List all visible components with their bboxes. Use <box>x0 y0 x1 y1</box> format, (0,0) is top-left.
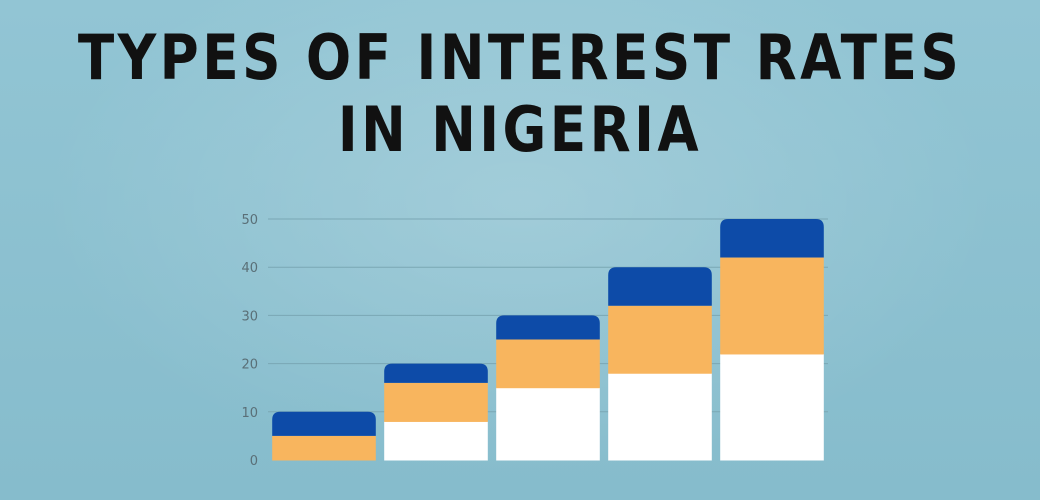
bar-segment-middle <box>608 305 712 374</box>
bar-segment-bottom <box>608 373 712 461</box>
title-line-2: IN NIGERIA <box>337 93 703 166</box>
bar-segment-bottom <box>384 421 488 461</box>
bar-segment-middle <box>272 435 376 461</box>
bar-segment-top <box>272 411 376 436</box>
title-line-1: TYPES OF INTEREST RATES <box>77 21 963 94</box>
y-axis-ticks: 0 10 20 30 40 50 <box>241 213 258 469</box>
bar-segment-bottom <box>496 387 600 461</box>
y-tick-label: 0 <box>250 454 258 469</box>
bar-segment-top <box>496 315 600 340</box>
bars <box>272 219 824 461</box>
y-tick-label: 30 <box>241 309 258 324</box>
bar-segment-top <box>608 267 712 306</box>
bar-segment-bottom <box>720 353 824 461</box>
bar-segment-middle <box>384 382 488 422</box>
bar-segment-top <box>384 363 488 383</box>
bar-segment-middle <box>720 257 824 355</box>
bar-segment-middle <box>496 339 600 389</box>
y-tick-label: 40 <box>241 261 258 276</box>
bar-segment-top <box>720 219 824 258</box>
y-tick-label: 50 <box>241 213 258 228</box>
y-tick-label: 20 <box>241 358 258 373</box>
y-tick-label: 10 <box>241 406 258 421</box>
page-title: TYPES OF INTEREST RATES IN NIGERIA <box>73 22 967 166</box>
